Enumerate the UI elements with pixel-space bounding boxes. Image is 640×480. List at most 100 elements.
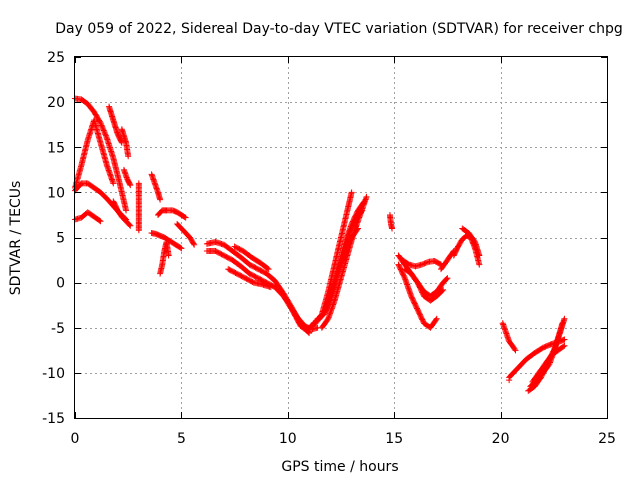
series-arc-32 [450, 232, 483, 268]
data-point [443, 276, 450, 283]
series-arc-18 [231, 243, 272, 273]
y-tick-label: 25 [47, 50, 65, 66]
series-arc-07 [120, 166, 134, 189]
series-arc-23 [289, 306, 321, 333]
y-tick-label: -5 [51, 321, 65, 337]
series-arc-17 [225, 266, 274, 291]
data-point [123, 207, 130, 214]
series-arc-08 [110, 198, 134, 229]
data-points [72, 95, 568, 394]
y-axis-label: SDTVAR / TECUs [8, 181, 24, 296]
x-tick-label: 10 [279, 431, 297, 447]
y-tick-label: 15 [47, 140, 65, 156]
data-point [561, 315, 568, 322]
series-arc-26 [395, 261, 440, 331]
data-point [432, 316, 439, 323]
x-axis-label: GPS time / hours [281, 459, 398, 475]
data-point [98, 122, 105, 129]
x-tick-label: 20 [492, 431, 510, 447]
x-tick-label: 25 [598, 431, 616, 447]
y-tick-label: -15 [42, 411, 65, 427]
y-tick-label: 5 [56, 231, 65, 247]
data-point [348, 189, 355, 196]
data-point [476, 261, 483, 268]
series-arc-30 [438, 248, 457, 273]
data-point [182, 214, 189, 221]
data-point [418, 261, 425, 268]
data-point [97, 119, 104, 126]
x-tick-labels: 0 5 10 15 20 25 [71, 431, 616, 447]
series-arc-01 [72, 95, 130, 214]
data-point [560, 343, 567, 350]
data-point [190, 240, 197, 247]
series-arc-11 [148, 229, 185, 252]
y-tick-labels: -15 -10 -5 0 5 10 15 20 25 [42, 50, 65, 427]
data-point [314, 324, 321, 331]
data-point [421, 260, 428, 267]
data-point [512, 347, 519, 354]
series-arc-33 [499, 320, 519, 354]
series-arc-24 [323, 225, 362, 309]
data-point [354, 226, 361, 233]
data-point [181, 213, 188, 220]
series-arc-09 [135, 180, 142, 234]
series-arc-05 [106, 103, 125, 146]
data-point [422, 259, 429, 266]
data-point [561, 342, 568, 349]
data-point [177, 244, 184, 251]
x-tick-label: 0 [71, 431, 80, 447]
data-point [100, 127, 107, 134]
y-tick-label: -10 [42, 366, 65, 382]
series-arc-12 [154, 207, 189, 221]
series-arc-13 [157, 239, 172, 277]
series-arc-10 [148, 171, 164, 203]
data-point [102, 131, 109, 138]
data-point [101, 128, 108, 135]
data-point [267, 284, 274, 291]
data-point [101, 130, 108, 137]
data-point [165, 252, 172, 259]
data-point [135, 227, 142, 234]
data-point [389, 225, 396, 232]
data-point [127, 222, 134, 229]
data-point [127, 182, 134, 189]
series-arc-06 [118, 126, 132, 160]
data-point [125, 153, 132, 160]
series-arc-28 [401, 266, 447, 304]
data-point [96, 217, 103, 224]
plot-frame [74, 56, 608, 419]
data-point [97, 218, 104, 225]
data-point [100, 126, 107, 133]
data-point [355, 225, 362, 232]
series-arc-04 [72, 209, 104, 225]
axis-ticks [75, 57, 608, 419]
data-point [561, 336, 568, 343]
data-point [157, 196, 164, 203]
data-point [103, 133, 110, 140]
data-point [439, 287, 446, 294]
data-point [126, 181, 133, 188]
data-point [436, 260, 443, 267]
series-arc-25 [386, 211, 396, 232]
data-point [440, 286, 447, 293]
data-point [423, 259, 430, 266]
data-point [401, 273, 408, 280]
data-point [99, 123, 106, 130]
y-tick-label: 20 [47, 95, 65, 111]
x-tick-label: 5 [177, 431, 186, 447]
data-point [264, 265, 271, 272]
data-point [511, 346, 518, 353]
series-arc-14 [174, 220, 198, 248]
series-arc-29 [399, 257, 445, 270]
chart-title: Day 059 of 2022, Sidereal Day-to-day VTE… [55, 21, 623, 37]
data-point [126, 221, 133, 228]
data-point [98, 121, 105, 128]
data-point [363, 193, 370, 200]
series-arc-37 [527, 320, 566, 390]
data-point [433, 315, 440, 322]
y-tick-label: 10 [47, 185, 65, 201]
data-point [191, 241, 198, 248]
data-point [178, 245, 185, 252]
